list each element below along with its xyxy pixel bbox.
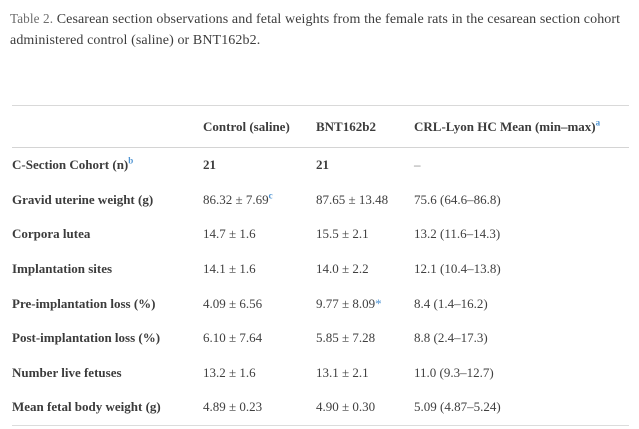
table-cell: 11.0 (9.3–12.7): [414, 364, 494, 380]
table-row-gravid-uterine-weight: Gravid uterine weight (g) 86.32 ± 7.69c …: [12, 182, 629, 217]
table-cell: 14.0 ± 2.2: [316, 260, 369, 276]
table-row-mean-fetal-body-weight: Mean fetal body weight (g) 4.89 ± 0.23 4…: [12, 390, 629, 425]
table-cell: 9.77 ± 8.09*: [316, 295, 382, 311]
table-cell: –: [414, 157, 421, 173]
header-cell-hc-mean: CRL-Lyon HC Mean (min–max)a: [414, 117, 601, 134]
table-cell: 21: [203, 157, 216, 173]
table-cell: 13.2 (11.6–14.3): [414, 226, 501, 242]
table-cell: 8.4 (1.4–16.2): [414, 295, 488, 311]
table-body: C-Section Cohort (n)b 21 21 – Gravid ute…: [12, 148, 629, 425]
table-cell: 86.32 ± 7.69c: [203, 190, 273, 207]
table-row-post-implantation-loss: Post-implantation loss (%) 6.10 ± 7.64 5…: [12, 321, 629, 356]
table-cell: 5.09 (4.87–5.24): [414, 399, 501, 415]
table-cell: 13.1 ± 2.1: [316, 364, 369, 380]
row-label: Post-implantation loss (%): [12, 330, 161, 346]
table-caption-text: Cesarean section observations and fetal …: [10, 12, 621, 48]
row-label: Implantation sites: [12, 260, 113, 276]
table-cell: 4.89 ± 0.23: [203, 399, 263, 415]
row-label: Gravid uterine weight (g): [12, 191, 154, 207]
header-cell-control: Control (saline): [203, 118, 290, 134]
row-label: Number live fetuses: [12, 364, 122, 380]
table-number-label: Table 2.: [10, 11, 54, 26]
table-cell: 15.5 ± 2.1: [316, 226, 369, 242]
table-caption: Table 2. Cesarean section observations a…: [10, 8, 626, 51]
table-cell: 13.2 ± 1.6: [203, 364, 256, 380]
table-row-implantation-sites: Implantation sites 14.1 ± 1.6 14.0 ± 2.2…: [12, 252, 629, 287]
table-cell: 14.7 ± 1.6: [203, 226, 256, 242]
significance-asterisk: *: [375, 295, 382, 311]
table-row-pre-implantation-loss: Pre-implantation loss (%) 4.09 ± 6.56 9.…: [12, 286, 629, 321]
table-cell: 8.8 (2.4–17.3): [414, 330, 488, 346]
table-cell: 87.65 ± 13.48: [316, 191, 389, 207]
header-cell-bnt162b2: BNT162b2: [316, 118, 376, 134]
row-label: Pre-implantation loss (%): [12, 295, 156, 311]
observations-table: Control (saline) BNT162b2 CRL-Lyon HC Me…: [12, 105, 629, 426]
table-row-corpora-lutea: Corpora lutea 14.7 ± 1.6 15.5 ± 2.1 13.2…: [12, 217, 629, 252]
table-row-number-live-fetuses: Number live fetuses 13.2 ± 1.6 13.1 ± 2.…: [12, 356, 629, 391]
table-cell: 6.10 ± 7.64: [203, 330, 263, 346]
table-cell: 14.1 ± 1.6: [203, 260, 256, 276]
footnote-marker-a: a: [595, 117, 601, 128]
table-cell: 21: [316, 157, 329, 173]
row-label: C-Section Cohort (n)b: [12, 155, 134, 173]
table-cell: 75.6 (64.6–86.8): [414, 191, 501, 207]
row-label: Corpora lutea: [12, 226, 91, 242]
header-row: Control (saline) BNT162b2 CRL-Lyon HC Me…: [12, 105, 629, 148]
table-cell: 4.90 ± 0.30: [316, 399, 376, 415]
row-label: Mean fetal body weight (g): [12, 399, 161, 415]
header-cell-empty: [12, 106, 203, 148]
footnote-marker-c: c: [268, 190, 273, 201]
table-cell: 4.09 ± 6.56: [203, 295, 263, 311]
table-header: Control (saline) BNT162b2 CRL-Lyon HC Me…: [12, 105, 629, 148]
table-row-c-section-cohort: C-Section Cohort (n)b 21 21 –: [12, 148, 629, 183]
footnote-marker-b: b: [128, 155, 134, 166]
table-cell: 12.1 (10.4–13.8): [414, 260, 501, 276]
table-cell: 5.85 ± 7.28: [316, 330, 376, 346]
